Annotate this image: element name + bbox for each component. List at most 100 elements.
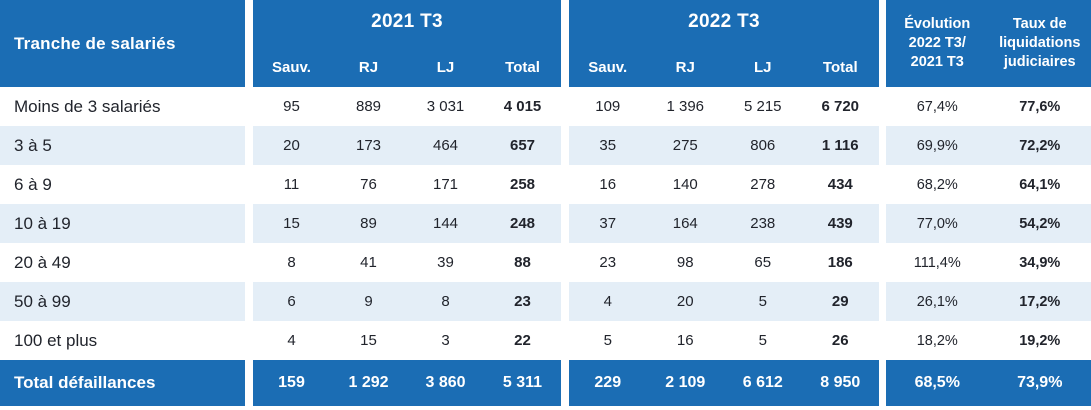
cell-total-2022: 1 116 bbox=[801, 126, 879, 165]
cell-rj-2022: 275 bbox=[646, 126, 724, 165]
cell-evolution: 111,4% bbox=[913, 254, 961, 271]
cell-lj-2021: 8 bbox=[407, 282, 484, 321]
subcol-header-lj-2022: LJ bbox=[753, 59, 772, 76]
evolution-header-line: 2021 T3 bbox=[910, 54, 964, 70]
cell-taux-liquidations: 77,6% bbox=[1019, 98, 1061, 115]
total-cell-evolution: 68,5% bbox=[886, 360, 989, 406]
cell-total-2022: 186 bbox=[827, 254, 853, 271]
cell-lj-2021: 171 bbox=[432, 176, 459, 193]
cell-lj-2021: 3 031 bbox=[426, 98, 465, 115]
table-row: 50 à 99 6 9 8 23 4 20 5 29 26,1% 17,2% bbox=[0, 282, 1091, 321]
subcol-header-rj-2022: RJ bbox=[675, 59, 695, 76]
cell-rj-2021: 9 bbox=[330, 282, 407, 321]
cell-total-2021: 4 015 bbox=[503, 98, 542, 115]
cell-rj-2022: 164 bbox=[646, 204, 724, 243]
subcol-header-sauv-2021: Sauv. bbox=[272, 59, 311, 76]
header-tranche-de-salaries: Tranche de salariés bbox=[0, 0, 245, 87]
subcol-header-sauv-2022: Sauv. bbox=[588, 59, 628, 76]
subcol-header-total-2021: Total bbox=[505, 59, 540, 76]
subcol-header-rj-2021: RJ bbox=[358, 59, 379, 76]
group-title-2022: 2022 T3 bbox=[688, 11, 760, 32]
row-label: 50 à 99 bbox=[0, 282, 245, 321]
cell-taux-liquidations: 72,2% bbox=[988, 126, 1091, 165]
total-row: Total défaillances 159 1 292 3 860 5 311… bbox=[0, 360, 1091, 406]
cell-sauv-2021: 95 bbox=[283, 98, 300, 115]
cell-lj-2022: 5 bbox=[724, 282, 802, 321]
total-cell-sauv-2022: 229 bbox=[569, 360, 647, 406]
cell-evolution: 77,0% bbox=[886, 204, 989, 243]
cell-rj-2022: 98 bbox=[676, 254, 694, 271]
total-cell-lj-2022: 6 612 bbox=[724, 360, 802, 406]
table-row: Moins de 3 salariés 95 889 3 031 4 015 1… bbox=[0, 87, 1091, 126]
cell-taux-liquidations: 34,9% bbox=[1019, 254, 1061, 271]
cell-sauv-2021: 20 bbox=[253, 126, 330, 165]
cell-sauv-2021: 4 bbox=[287, 332, 296, 349]
row-label: 3 à 5 bbox=[0, 126, 245, 165]
cell-taux-liquidations: 64,1% bbox=[1019, 176, 1061, 193]
cell-sauv-2022: 35 bbox=[569, 126, 647, 165]
evolution-header: Évolution 2022 T3/ 2021 T3 bbox=[886, 15, 989, 72]
taux-header-line: Taux de bbox=[1012, 16, 1067, 32]
cell-total-2022: 26 bbox=[831, 332, 849, 349]
cell-rj-2021: 15 bbox=[360, 332, 377, 349]
cell-evolution: 69,9% bbox=[886, 126, 989, 165]
group-header-2021-t3: 2021 T3 Sauv. RJ LJ Total bbox=[253, 0, 561, 87]
evolution-header-line: Évolution bbox=[904, 16, 971, 32]
cell-rj-2021: 41 bbox=[360, 254, 377, 271]
cell-lj-2021: 3 bbox=[441, 332, 450, 349]
cell-total-2021: 248 bbox=[484, 204, 561, 243]
cell-total-2022: 434 bbox=[827, 176, 853, 193]
group-header-2022-t3: 2022 T3 Sauv. RJ LJ Total bbox=[569, 0, 879, 87]
row-label: 10 à 19 bbox=[0, 204, 245, 243]
row-label: 6 à 9 bbox=[14, 174, 52, 194]
taux-header-line: liquidations bbox=[999, 35, 1081, 51]
cell-total-2021: 23 bbox=[484, 282, 561, 321]
cell-rj-2021: 889 bbox=[355, 98, 382, 115]
table-row: 3 à 5 20 173 464 657 35 275 806 1 116 69… bbox=[0, 126, 1091, 165]
group-header-ratios: Évolution 2022 T3/ 2021 T3 Taux de liqui… bbox=[886, 0, 1091, 87]
cell-rj-2022: 1 396 bbox=[666, 98, 705, 115]
cell-rj-2022: 16 bbox=[676, 332, 694, 349]
taux-liquidations-header: Taux de liquidations judiciaires bbox=[989, 15, 1091, 72]
group-title-2021: 2021 T3 bbox=[371, 11, 443, 32]
cell-total-2021: 88 bbox=[514, 254, 531, 271]
evolution-header-line: 2022 T3/ bbox=[908, 35, 966, 51]
cell-total-2022: 439 bbox=[801, 204, 879, 243]
cell-evolution: 67,4% bbox=[916, 98, 958, 115]
cell-lj-2021: 39 bbox=[437, 254, 454, 271]
cell-lj-2022: 278 bbox=[750, 176, 776, 193]
cell-lj-2022: 806 bbox=[724, 126, 802, 165]
row-label: Moins de 3 salariés bbox=[14, 96, 161, 116]
cell-lj-2022: 65 bbox=[754, 254, 772, 271]
subcol-header-lj-2021: LJ bbox=[436, 59, 455, 76]
cell-sauv-2021: 6 bbox=[253, 282, 330, 321]
table-row: 6 à 9 11 76 171 258 16 140 278 434 68,2%… bbox=[0, 165, 1091, 204]
cell-sauv-2021: 8 bbox=[287, 254, 296, 271]
cell-lj-2022: 5 215 bbox=[743, 98, 782, 115]
total-row-label: Total défaillances bbox=[0, 360, 245, 406]
cell-sauv-2021: 11 bbox=[283, 176, 300, 193]
total-cell-rj-2022: 2 109 bbox=[646, 360, 724, 406]
table-row: 100 et plus 4 15 3 22 5 16 5 26 18,2% 19… bbox=[0, 321, 1091, 360]
cell-evolution: 26,1% bbox=[886, 282, 989, 321]
total-cell-taux-liquidations: 73,9% bbox=[988, 360, 1091, 406]
total-cell-total-2021: 5 311 bbox=[484, 360, 561, 406]
cell-rj-2021: 173 bbox=[330, 126, 407, 165]
cell-evolution: 18,2% bbox=[916, 332, 958, 349]
cell-evolution: 68,2% bbox=[916, 176, 958, 193]
cell-rj-2022: 20 bbox=[646, 282, 724, 321]
cell-sauv-2022: 23 bbox=[599, 254, 617, 271]
cell-lj-2021: 464 bbox=[407, 126, 484, 165]
cell-total-2021: 657 bbox=[484, 126, 561, 165]
row-label: 20 à 49 bbox=[14, 252, 71, 272]
cell-total-2022: 29 bbox=[801, 282, 879, 321]
cell-total-2022: 6 720 bbox=[821, 98, 860, 115]
cell-sauv-2022: 16 bbox=[599, 176, 617, 193]
total-cell-rj-2021: 1 292 bbox=[330, 360, 407, 406]
cell-lj-2022: 5 bbox=[758, 332, 767, 349]
subcol-header-total-2022: Total bbox=[822, 59, 858, 76]
cell-sauv-2021: 15 bbox=[253, 204, 330, 243]
table-header: Tranche de salariés 2021 T3 Sauv. RJ LJ … bbox=[0, 0, 1091, 87]
total-cell-total-2022: 8 950 bbox=[801, 360, 879, 406]
